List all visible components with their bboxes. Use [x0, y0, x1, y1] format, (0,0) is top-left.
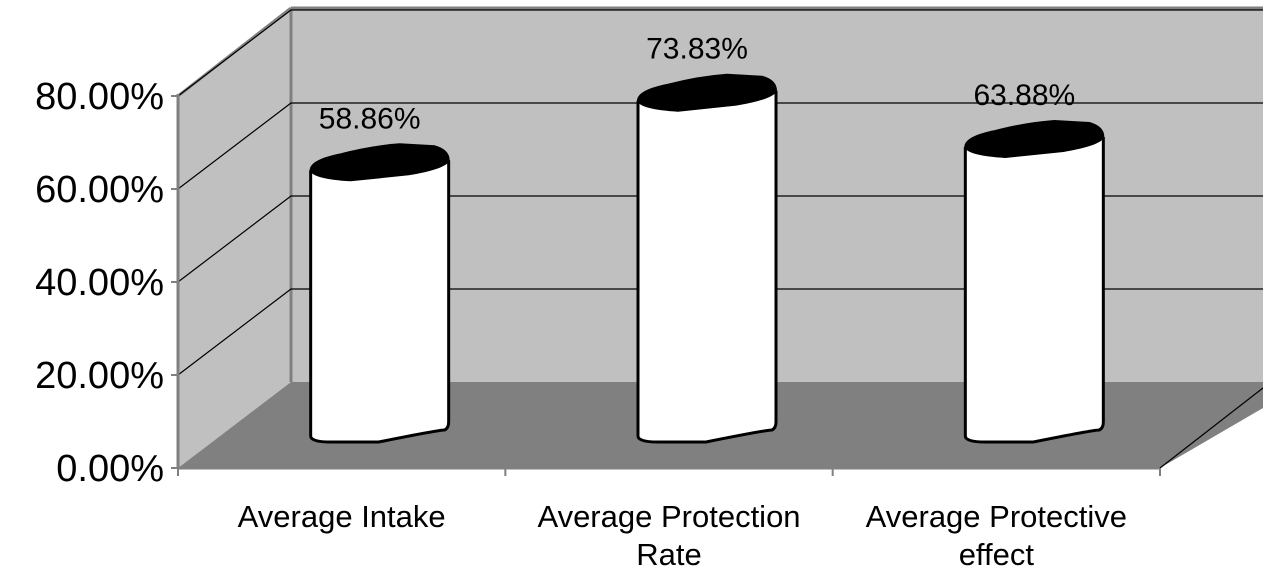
bar-top-cap — [636, 73, 778, 112]
y-tick-label: 60.00% — [35, 169, 164, 211]
bar — [309, 143, 451, 444]
bar-top-cap — [964, 119, 1105, 158]
bar-body — [636, 90, 778, 444]
gridline — [177, 288, 1263, 376]
data-label: 63.88% — [973, 79, 1075, 112]
data-label: 58.86% — [319, 102, 421, 135]
floor-edge — [1159, 387, 1263, 469]
y-tick-label: 0.00% — [56, 448, 164, 490]
y-tick-label: 80.00% — [35, 76, 164, 118]
gridline — [177, 102, 1263, 190]
bar-body — [309, 160, 451, 444]
y-tick-label: 40.00% — [35, 262, 164, 304]
x-category-label: Average Intake — [238, 499, 446, 534]
bar-top-cap — [309, 143, 450, 182]
bar — [963, 119, 1105, 444]
x-category-label: Average Protective effect — [866, 499, 1127, 572]
bar — [636, 73, 778, 444]
bar-body — [963, 136, 1105, 444]
y-tick-label: 20.00% — [35, 355, 164, 397]
gridline — [177, 9, 1263, 97]
data-label: 73.83% — [646, 33, 748, 66]
gridline — [177, 195, 1263, 283]
x-category-label: Average Protection Rate — [537, 499, 800, 572]
